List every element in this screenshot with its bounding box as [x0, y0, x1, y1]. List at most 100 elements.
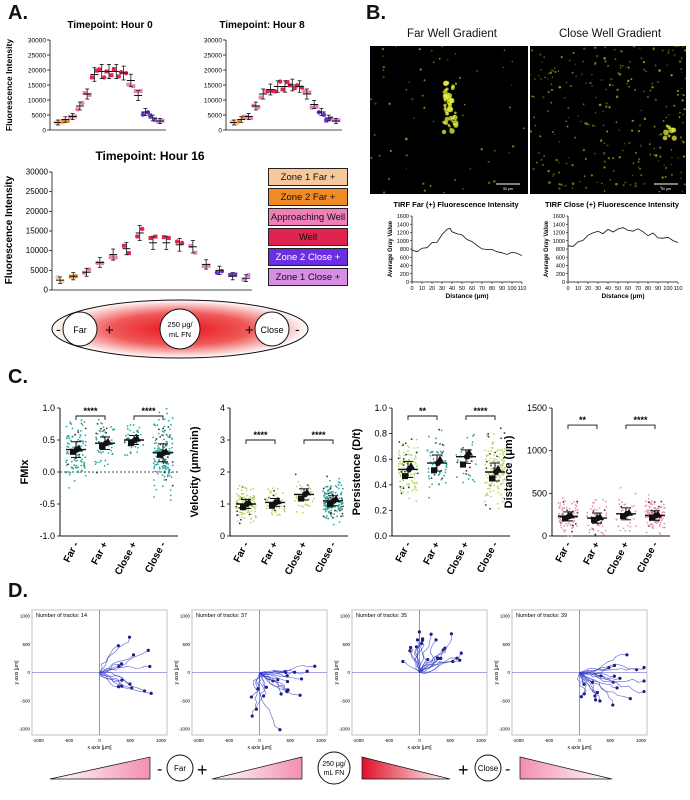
data-point — [249, 116, 254, 121]
diagram-close: Close — [260, 325, 283, 335]
data-point — [326, 515, 328, 517]
data-point — [489, 452, 491, 455]
data-point — [600, 531, 603, 534]
data-point — [496, 460, 499, 463]
data-point — [322, 490, 325, 493]
data-point — [300, 504, 303, 507]
fluorescence-speck — [560, 56, 563, 59]
data-point — [340, 515, 343, 518]
y-tick-label: 20000 — [28, 68, 46, 75]
far-well-title: Far Well Gradient — [407, 28, 497, 40]
data-point — [67, 435, 70, 438]
data-point — [399, 460, 401, 463]
fluorescence-speck — [418, 48, 421, 51]
fluorescence-speck — [622, 150, 624, 152]
data-point — [302, 505, 305, 508]
panel-label-c: C. — [8, 366, 28, 388]
fluorescence-speck — [511, 145, 515, 148]
data-point — [503, 447, 506, 450]
data-point — [575, 505, 578, 508]
data-point — [573, 519, 576, 522]
data-point — [304, 503, 307, 506]
fluorescence-speck — [547, 169, 550, 173]
significance-label: **** — [311, 430, 326, 440]
data-point — [496, 474, 499, 477]
data-point — [501, 449, 503, 452]
fluorescence-speck — [574, 136, 577, 139]
data-point — [576, 500, 579, 503]
diagram-minus-right: - — [295, 321, 300, 337]
data-point — [249, 496, 252, 498]
data-point — [622, 527, 625, 530]
fluorescence-speck — [533, 116, 535, 119]
data-point — [571, 502, 573, 505]
x-tick-label: 40 — [605, 286, 611, 292]
fluorescence-speck — [429, 185, 432, 187]
y-tick-label: 0 — [44, 286, 49, 295]
hour16-ylabel: Fluorescence Intensity — [4, 175, 15, 284]
data-point — [342, 514, 344, 517]
data-point — [407, 484, 410, 487]
data-point — [570, 524, 572, 527]
fluorescence-speck — [370, 156, 373, 160]
significance-label: **** — [83, 406, 98, 416]
data-point — [81, 424, 84, 426]
data-point — [265, 498, 268, 501]
data-point — [253, 498, 255, 501]
data-point — [415, 500, 418, 503]
data-point — [96, 422, 99, 425]
data-point — [501, 463, 504, 465]
fluorescence-speck — [580, 73, 583, 76]
data-point — [255, 505, 257, 507]
data-point — [245, 487, 248, 490]
track-endpoint — [625, 653, 629, 657]
data-point — [426, 449, 429, 452]
data-point — [153, 117, 158, 122]
data-point — [594, 533, 597, 536]
data-point — [139, 433, 142, 436]
data-point — [239, 495, 242, 498]
data-point — [241, 485, 244, 488]
cell-track — [251, 672, 260, 698]
fluorescence-speck — [658, 133, 661, 136]
data-point — [157, 447, 160, 450]
data-point — [77, 471, 80, 474]
data-point — [102, 450, 104, 453]
data-point — [591, 528, 594, 531]
fluorescence-speck — [539, 68, 543, 71]
fluorescence-speck — [612, 157, 615, 160]
y-tick-label: 400 — [400, 264, 409, 270]
fluorescence-speck — [553, 133, 555, 136]
y-tick-label: 500 — [502, 642, 510, 647]
data-point — [624, 529, 627, 532]
track-endpoint — [142, 689, 147, 693]
x-axis-title: x axis [μm] — [248, 745, 273, 751]
data-point — [170, 471, 173, 474]
x-tick-label: 500 — [126, 738, 134, 743]
fluorescence-speck — [665, 116, 668, 119]
track-endpoint — [298, 693, 302, 697]
panel-b-profiles: TIRF Far (+) Fluorescence Intensity TIRF… — [388, 200, 682, 300]
fluorescence-speck — [670, 74, 673, 77]
data-point — [172, 464, 174, 467]
data-point — [647, 493, 650, 496]
data-point — [295, 495, 298, 497]
track-endpoint — [305, 669, 309, 673]
data-point — [337, 506, 340, 509]
replicate-square — [489, 475, 495, 482]
data-point — [413, 488, 416, 491]
fluorescence-speck — [423, 189, 426, 192]
data-point — [240, 489, 243, 492]
data-point — [266, 504, 269, 507]
data-point — [413, 461, 416, 464]
data-point — [562, 513, 565, 516]
data-point — [254, 510, 256, 513]
significance-label: **** — [253, 430, 268, 440]
fluorescence-speck — [649, 153, 651, 155]
fluorescence-speck — [571, 71, 574, 74]
data-point — [306, 484, 309, 487]
track-endpoint — [417, 630, 421, 634]
data-point — [329, 496, 332, 499]
data-point — [496, 455, 498, 458]
fluorescence-speck — [574, 63, 577, 66]
